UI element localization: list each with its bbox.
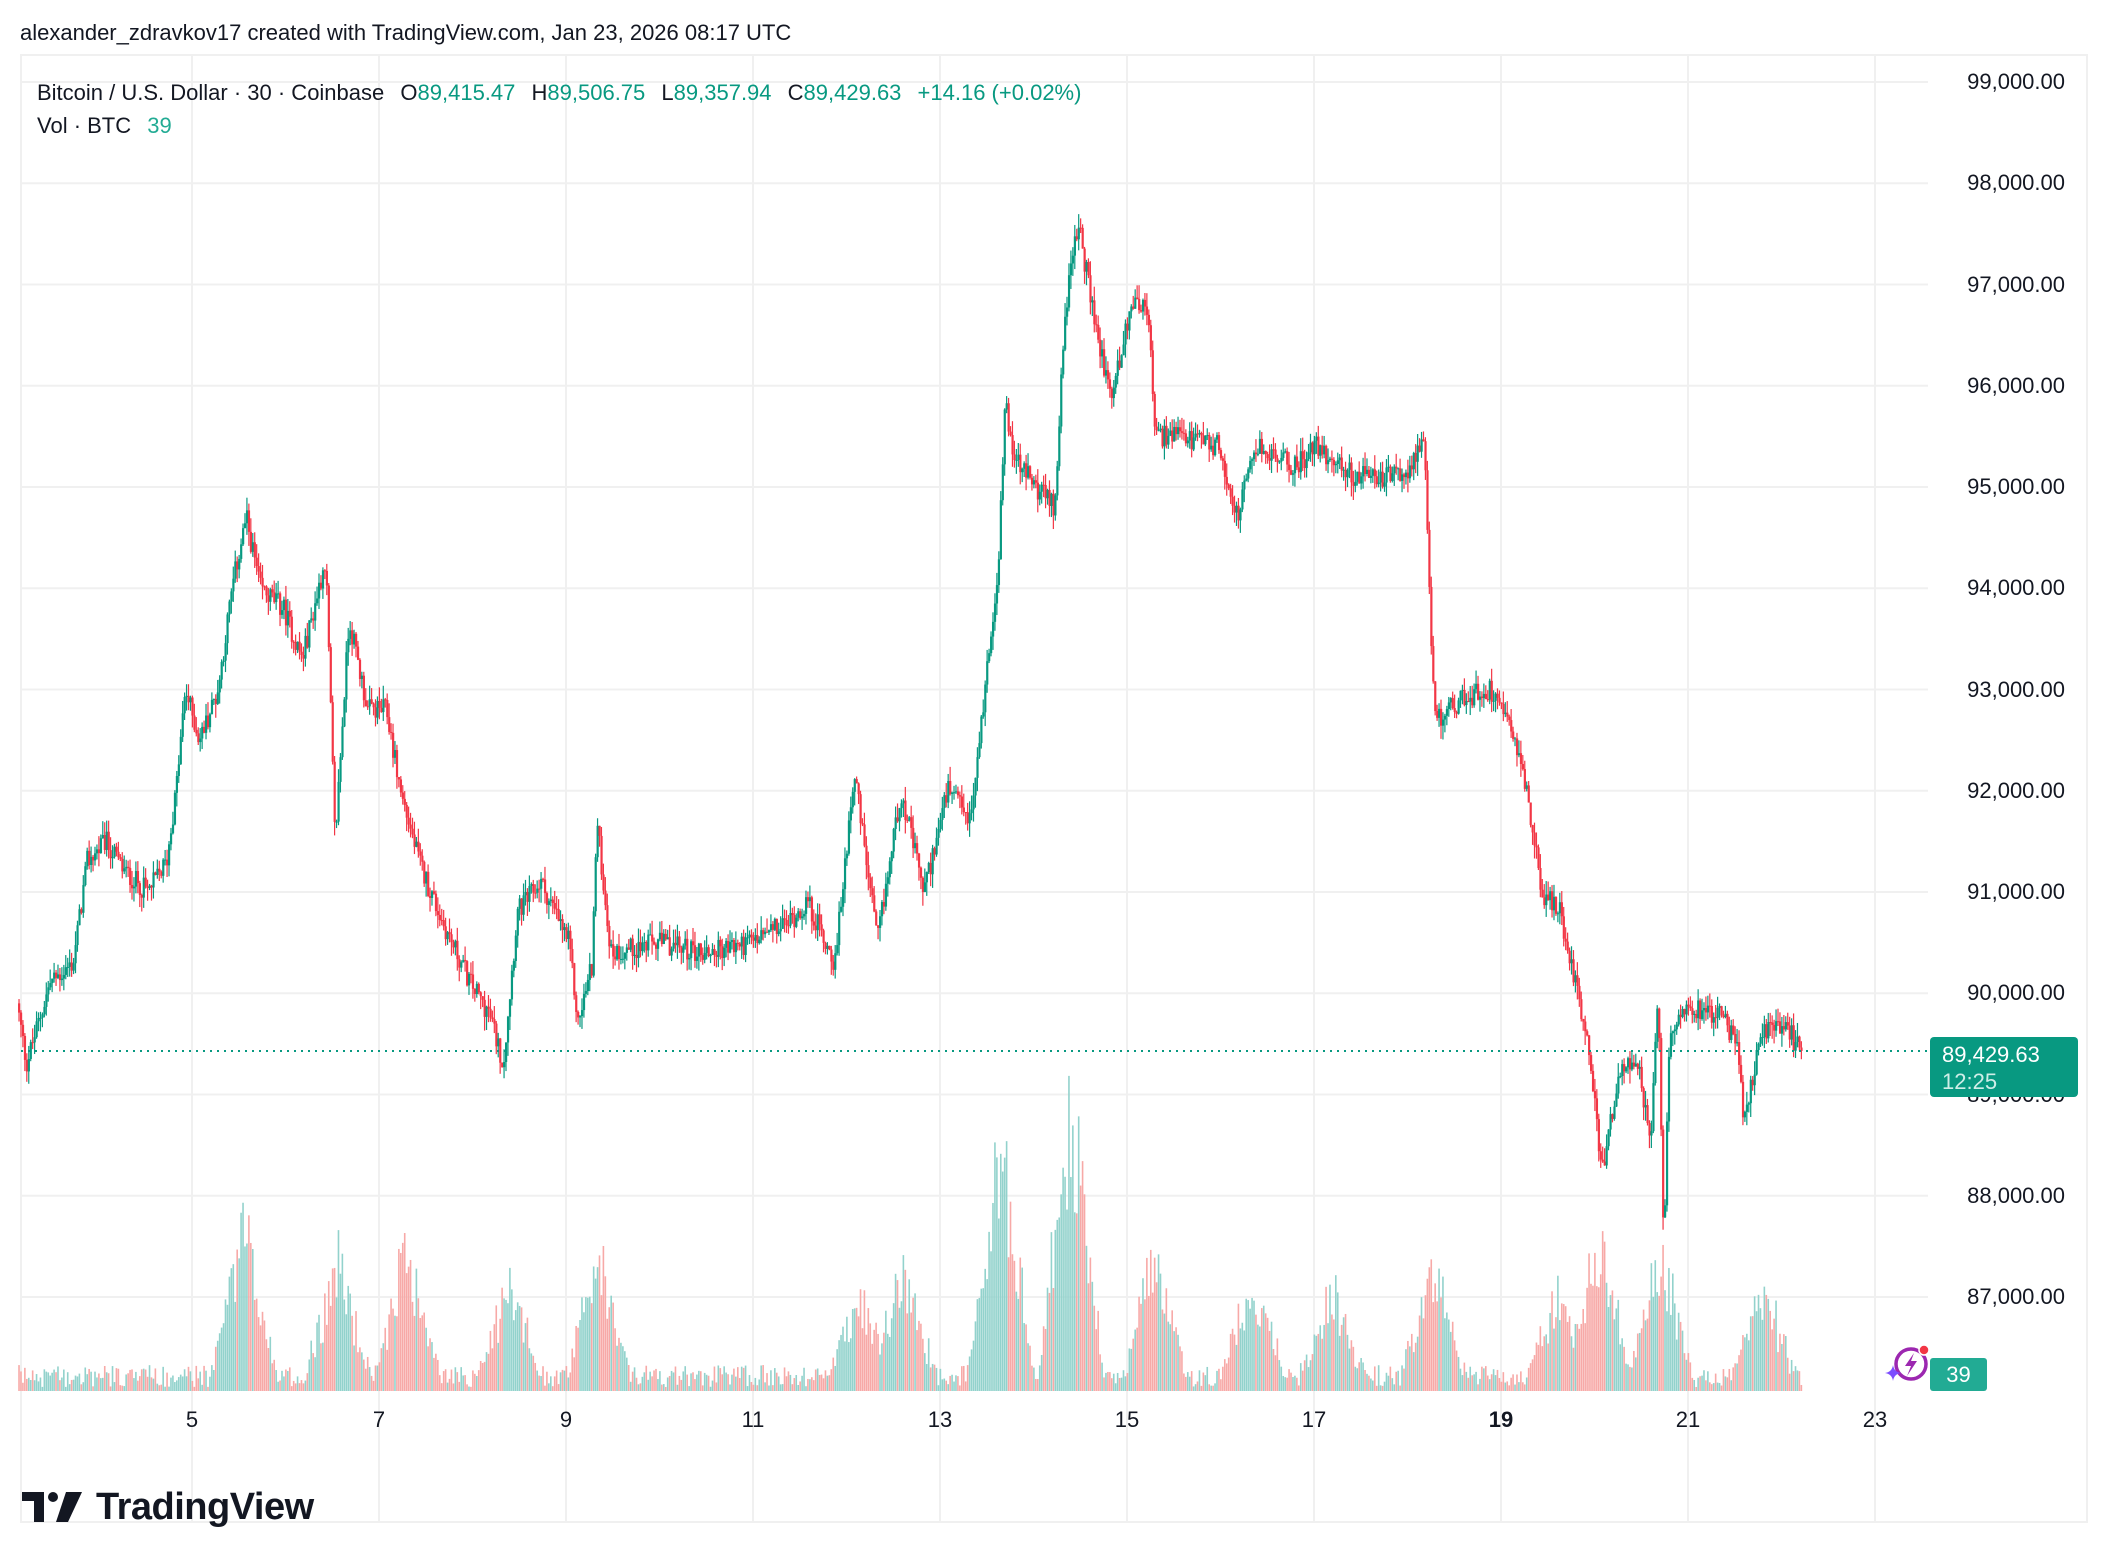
price-axis-label: 87,000.00: [1967, 1284, 2065, 1309]
price-axis-label: 92,000.00: [1967, 777, 2065, 803]
legend-low-label: L: [661, 80, 674, 105]
price-axis-label: 98,000.00: [1967, 170, 2065, 196]
price-axis-label: 99,000.00: [1967, 69, 2065, 94]
time-axis-label: 17: [1301, 1407, 1327, 1432]
time-axis-label: 15: [1114, 1407, 1140, 1432]
bar-countdown: 12:25: [1942, 1069, 1998, 1094]
legend-volume-value: 39: [147, 113, 172, 138]
price-axis-label: 91,000.00: [1967, 879, 2065, 904]
lightning-assistant-icon[interactable]: [1884, 1342, 1930, 1388]
tradingview-logo-text: TradingView: [96, 1485, 314, 1528]
tradingview-logo-icon: [22, 1492, 82, 1522]
time-axis-label: 5: [185, 1407, 199, 1432]
legend-high-label: H: [531, 80, 548, 105]
legend-change-value: +14.16 (+0.02%): [917, 80, 1082, 105]
tradingview-logo[interactable]: TradingView: [22, 1485, 314, 1529]
time-axis-label: 9: [559, 1407, 573, 1432]
last-price-value: 89,429.63: [1942, 1042, 2040, 1067]
time-axis-label: 13: [927, 1407, 953, 1432]
price-axis-label: 94,000.00: [1967, 575, 2065, 601]
chart-legend: Bitcoin / U.S. Dollar · 30 · Coinbase O8…: [37, 76, 1081, 142]
legend-open-value: 89,415.47: [417, 80, 516, 105]
legend-ohlc-row: Bitcoin / U.S. Dollar · 30 · Coinbase O8…: [37, 76, 1081, 109]
time-axis-label: 11: [741, 1407, 765, 1432]
legend-open-label: O: [400, 80, 418, 105]
price-axis-label: 93,000.00: [1967, 676, 2065, 702]
legend-symbol[interactable]: Bitcoin / U.S. Dollar · 30 · Coinbase: [37, 80, 385, 105]
time-axis-label: 19: [1488, 1407, 1514, 1432]
legend-volume-label[interactable]: Vol · BTC: [37, 113, 132, 138]
legend-close-label: C: [787, 80, 804, 105]
volume-tag: 39: [1930, 1358, 1987, 1391]
legend-volume-row: Vol · BTC 39: [37, 109, 1081, 142]
time-axis-label: 7: [372, 1407, 386, 1432]
price-axis-label: 90,000.00: [1967, 980, 2065, 1006]
time-axis-label: 23: [1862, 1407, 1888, 1432]
last-price-tag: 89,429.63 12:25: [1930, 1037, 2078, 1097]
time-axis-label: 21: [1675, 1407, 1701, 1432]
price-axis-label: 96,000.00: [1967, 372, 2065, 398]
price-axis-label: 95,000.00: [1967, 474, 2065, 499]
chart-frame: [20, 54, 2088, 1523]
legend-low-value: 89,357.94: [673, 80, 772, 105]
legend-close-value: 89,429.63: [803, 80, 902, 105]
price-axis-label: 88,000.00: [1967, 1182, 2065, 1208]
chart-attribution: alexander_zdravkov17 created with Tradin…: [20, 20, 792, 45]
legend-high-value: 89,506.75: [547, 80, 646, 105]
price-axis-label: 97,000.00: [1967, 271, 2065, 297]
